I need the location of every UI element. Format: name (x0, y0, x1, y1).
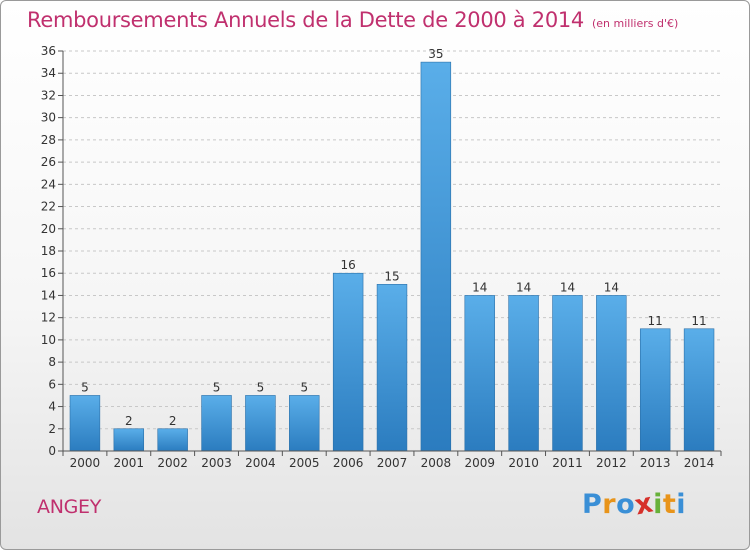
data-label: 14 (516, 280, 531, 294)
data-label: 11 (648, 314, 663, 328)
data-label: 2 (125, 414, 133, 428)
bar-2002 (157, 428, 188, 452)
bar-2008 (420, 61, 452, 452)
bar-2004 (245, 395, 276, 452)
x-tick-label: 2011 (552, 456, 583, 470)
y-tick-label: 22 (41, 200, 56, 214)
x-tick-label: 2003 (201, 456, 232, 470)
commune-name: ANGEY (37, 496, 102, 518)
bar-2009 (464, 295, 495, 452)
x-tick-label: 2008 (421, 456, 452, 470)
x-tick-label: 2000 (70, 456, 101, 470)
bar-2012 (596, 295, 627, 452)
y-tick-label: 12 (41, 311, 56, 325)
bar-chart: 0246810121416182022242628303234365200022… (41, 44, 722, 470)
y-tick-label: 18 (41, 244, 56, 258)
axes (58, 50, 722, 456)
data-label: 5 (257, 380, 265, 394)
y-tick-label: 36 (41, 44, 56, 58)
bar-2011 (552, 295, 583, 452)
logo-letter: i (653, 489, 663, 520)
bar-2006 (332, 272, 364, 452)
x-tick-label: 2005 (289, 456, 320, 470)
y-tick-label: 34 (41, 66, 56, 80)
x-tick-label: 2001 (114, 456, 145, 470)
labels: 0246810121416182022242628303234365200022… (41, 44, 715, 470)
x-tick-label: 2014 (684, 456, 715, 470)
y-tick-label: 8 (48, 355, 56, 369)
logo-letter: i (676, 489, 687, 520)
data-label: 5 (81, 380, 89, 394)
y-tick-label: 16 (41, 266, 56, 280)
logo-letter: t (662, 489, 677, 520)
y-tick-label: 30 (41, 111, 56, 125)
chart-title-text: Remboursements Annuels de la Dette de 20… (27, 8, 584, 32)
y-tick-label: 28 (41, 133, 56, 147)
x-tick-label: 2009 (464, 456, 495, 470)
data-label: 5 (300, 380, 308, 394)
bar-2013 (639, 328, 671, 452)
y-tick-label: 6 (48, 377, 56, 391)
bar-2014 (683, 328, 715, 452)
y-tick-label: 26 (41, 155, 56, 169)
y-tick-label: 14 (41, 288, 56, 302)
bar-2005 (289, 395, 320, 452)
data-label: 2 (169, 414, 177, 428)
data-label: 16 (340, 258, 355, 272)
y-tick-label: 0 (48, 444, 56, 458)
y-tick-label: 2 (48, 422, 56, 436)
bars (69, 61, 715, 452)
chart-title: Remboursements Annuels de la Dette de 20… (27, 8, 678, 32)
data-label: 14 (560, 280, 575, 294)
data-label: 11 (691, 314, 706, 328)
bar-2001 (113, 428, 145, 452)
bar-2007 (376, 284, 408, 452)
y-tick-label: 20 (41, 222, 56, 236)
x-tick-label: 2012 (596, 456, 627, 470)
logo-letter: r (602, 489, 617, 520)
data-label: 5 (213, 380, 221, 394)
data-label: 14 (472, 280, 487, 294)
data-label: 14 (604, 280, 619, 294)
proxiti-logo: Proxiti (582, 487, 687, 521)
x-tick-label: 2002 (157, 456, 188, 470)
x-tick-label: 2010 (508, 456, 539, 470)
y-tick-label: 4 (48, 400, 56, 414)
x-tick-label: 2013 (640, 456, 671, 470)
logo-letter: o (616, 489, 636, 520)
x-tick-label: 2006 (333, 456, 364, 470)
bar-2010 (508, 295, 539, 452)
bar-2003 (201, 395, 232, 452)
x-tick-label: 2004 (245, 456, 276, 470)
bar-2000 (69, 395, 101, 452)
y-tick-label: 10 (41, 333, 56, 347)
unit-note: (en milliers d'€) (592, 17, 679, 30)
data-label: 15 (384, 269, 399, 283)
x-tick-label: 2007 (377, 456, 408, 470)
y-tick-label: 24 (41, 177, 56, 191)
y-tick-label: 32 (41, 88, 56, 102)
data-label: 35 (428, 47, 443, 61)
logo-letter: P (582, 489, 603, 520)
